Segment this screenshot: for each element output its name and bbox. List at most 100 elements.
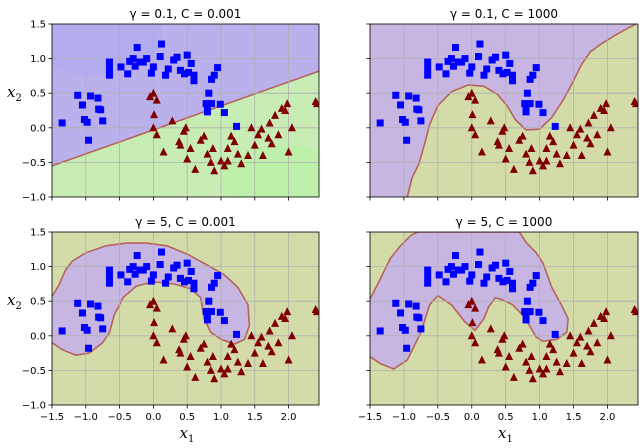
class1-point bbox=[210, 374, 219, 383]
class1-point bbox=[555, 159, 564, 168]
y-tick-label: −1.0 bbox=[22, 193, 46, 204]
class1-point bbox=[283, 99, 292, 108]
class0-point bbox=[87, 92, 95, 100]
class0-point bbox=[216, 100, 224, 108]
class1-point bbox=[287, 123, 296, 132]
class0-point bbox=[129, 263, 137, 271]
class1-point bbox=[471, 303, 480, 312]
class0-point bbox=[532, 272, 540, 280]
class1-point bbox=[191, 164, 200, 173]
class1-point bbox=[264, 341, 273, 350]
y-tick-label: 1.5 bbox=[30, 20, 46, 31]
class0-point bbox=[180, 70, 188, 78]
y-tick-label: 0.0 bbox=[30, 123, 46, 134]
class1-point bbox=[500, 123, 509, 132]
class1-point bbox=[527, 352, 536, 361]
class0-point bbox=[492, 261, 500, 269]
class1-point bbox=[522, 357, 531, 366]
class1-point bbox=[535, 156, 544, 165]
y-tick-label: 0.5 bbox=[30, 297, 46, 308]
class1-point bbox=[494, 140, 503, 149]
class0-point bbox=[424, 65, 432, 73]
class1-point bbox=[181, 123, 190, 132]
class0-point bbox=[78, 101, 86, 109]
class1-point bbox=[467, 123, 476, 132]
class0-point bbox=[164, 273, 172, 281]
class1-point bbox=[631, 307, 638, 316]
y-tick-label: −0.5 bbox=[22, 158, 46, 169]
class1-point bbox=[267, 139, 276, 148]
class1-point bbox=[250, 348, 259, 357]
y-tick-label: 0.5 bbox=[30, 89, 46, 100]
class0-point bbox=[495, 274, 503, 282]
class1-point bbox=[267, 347, 276, 356]
class1-point bbox=[237, 159, 246, 168]
class1-point bbox=[501, 154, 510, 163]
class1-point bbox=[569, 140, 578, 149]
class0-point bbox=[480, 279, 488, 287]
class1-point bbox=[542, 156, 551, 165]
class0-point bbox=[401, 326, 409, 334]
class0-point bbox=[214, 272, 222, 280]
class0-point bbox=[85, 344, 93, 352]
class1-point bbox=[467, 296, 476, 305]
class0-point bbox=[164, 65, 172, 73]
class0-point bbox=[495, 66, 503, 74]
class0-point bbox=[539, 109, 547, 117]
class0-point bbox=[147, 277, 155, 285]
class1-point bbox=[159, 147, 168, 156]
plot-area bbox=[52, 24, 319, 197]
class1-point bbox=[505, 352, 514, 361]
class1-point bbox=[545, 339, 554, 348]
class1-point bbox=[244, 358, 253, 367]
class0-point bbox=[216, 308, 224, 316]
class0-point bbox=[526, 100, 534, 108]
decision-boundary bbox=[52, 242, 251, 357]
class0-point bbox=[451, 252, 459, 260]
class0-point bbox=[466, 69, 474, 77]
class0-point bbox=[105, 279, 113, 287]
plot-area bbox=[370, 24, 638, 197]
x-tick-label: 0.0 bbox=[145, 412, 161, 423]
class0-point bbox=[403, 344, 411, 352]
y-tick-label: 1.0 bbox=[30, 262, 46, 273]
class1-point bbox=[542, 352, 551, 361]
class0-point bbox=[532, 64, 540, 72]
y-tick-label: −1.0 bbox=[22, 401, 46, 412]
x-tick-label: −1.5 bbox=[40, 412, 64, 423]
y-tick-label: 0.0 bbox=[30, 331, 46, 342]
class1-point bbox=[247, 123, 256, 132]
class1-point bbox=[312, 99, 319, 108]
class0-point bbox=[156, 261, 164, 269]
class1-point bbox=[176, 348, 185, 357]
class1-point bbox=[220, 369, 229, 378]
class0-point bbox=[503, 276, 511, 284]
class1-point bbox=[208, 144, 217, 153]
class0-point bbox=[87, 300, 95, 308]
subplot-4: −1.5 −1.0 −0.5 0.0 0.5 1.0 1.5 2.0 γ = 5, C = 10… bbox=[358, 215, 639, 445]
class0-point bbox=[476, 40, 484, 48]
class1-point bbox=[468, 318, 477, 327]
x-tick-label: −0.5 bbox=[107, 412, 131, 423]
class1-point bbox=[586, 347, 595, 356]
class0-point bbox=[105, 65, 113, 73]
class0-point bbox=[176, 274, 184, 282]
axes-frame bbox=[51, 23, 320, 198]
class0-point bbox=[415, 314, 423, 322]
class0-point bbox=[522, 309, 530, 317]
class0-point bbox=[435, 271, 443, 279]
class1-point bbox=[230, 137, 239, 146]
y-axis-label: x2 bbox=[7, 83, 22, 104]
class0-point bbox=[461, 55, 469, 63]
class0-point bbox=[97, 106, 105, 114]
class0-point bbox=[117, 63, 125, 71]
class0-point bbox=[156, 53, 164, 61]
class1-point bbox=[602, 99, 611, 108]
class1-point bbox=[583, 341, 592, 350]
class1-point bbox=[600, 314, 609, 322]
class0-point bbox=[210, 71, 218, 79]
class1-point bbox=[200, 339, 209, 348]
class0-point bbox=[508, 285, 516, 293]
class0-point bbox=[187, 59, 195, 67]
class1-point bbox=[525, 365, 534, 374]
